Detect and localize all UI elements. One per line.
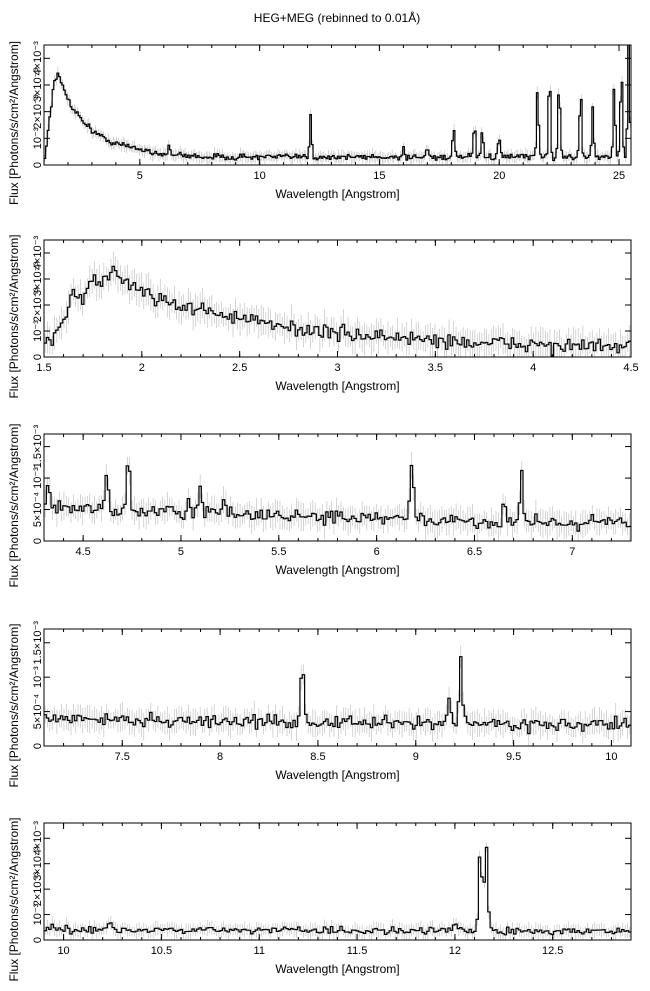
- plot-frame: [43, 44, 632, 166]
- x-axis: 10 10.5 11 11.5 12 12.5: [43, 823, 632, 957]
- y-axis-label: Flux [Photons/s/cm²/Angstrom]: [7, 423, 21, 587]
- y-axis-label: Flux [Photons/s/cm²/Angstrom]: [7, 817, 21, 981]
- chart-panel-3: 4.5 5 5.5 6 6.5 7 Wavelength [Angstrom] 0 5×10⁻⁴…: [7, 423, 632, 588]
- x-axis-label: Wavelength [Angstrom]: [275, 187, 399, 201]
- y-tick-label: 10⁻³: [32, 903, 44, 925]
- x-axis: 1.5 2 2.5 3 3.5 4 4.5: [36, 240, 639, 374]
- y-axis: 0 10⁻³2×10⁻³3×10⁻³4×10⁻³: [32, 821, 631, 943]
- x-tick-label: 7: [569, 546, 575, 558]
- y-tick-label: 0: [32, 162, 44, 168]
- x-tick-label: 4.5: [75, 546, 90, 558]
- x-tick-label: 2: [139, 362, 145, 374]
- y-tick-label: 3×10⁻³: [32, 68, 44, 103]
- spectrum-5: [44, 842, 631, 940]
- error-bars: [44, 842, 631, 940]
- y-axis: 0 10⁻³2×10⁻³3×10⁻³4×10⁻³: [32, 41, 631, 168]
- spectrum-2: [44, 251, 631, 357]
- y-tick-label: 0: [32, 743, 44, 749]
- y-axis: 0 5×10⁻⁴ 10⁻³1.5×10⁻³: [32, 621, 631, 749]
- y-axis-label: Flux [Photons/s/cm²/Angstrom]: [7, 623, 21, 787]
- spectrum-4: [44, 645, 631, 746]
- y-tick-label: 2×10⁻³: [32, 872, 44, 907]
- x-axis: 4.5 5 5.5 6 6.5 7: [43, 434, 632, 558]
- y-tick-label: 1.5×10⁻³: [32, 425, 44, 469]
- x-tick-label: 3: [334, 362, 340, 374]
- plot-frame: [43, 822, 632, 941]
- y-axis-label: Flux [Photons/s/cm²/Angstrom]: [7, 41, 21, 205]
- x-tick-label: 1.5: [36, 362, 51, 374]
- chart-panel-4: 7.5 8 8.5 9 9.5 10 Wavelength [Angstrom] 0 5×10⁻…: [7, 621, 632, 788]
- spectrum-3: [44, 451, 631, 541]
- y-tick-label: 3×10⁻³: [32, 846, 44, 881]
- x-axis-label: Wavelength [Angstrom]: [275, 768, 399, 782]
- y-tick-label: 5×10⁻⁴: [32, 694, 44, 730]
- x-tick-label: 5: [178, 546, 184, 558]
- x-tick-label: 3.5: [428, 362, 443, 374]
- spectrum-1: [44, 45, 631, 165]
- y-tick-label: 5×10⁻⁴: [32, 492, 44, 528]
- x-axis-label: Wavelength [Angstrom]: [275, 563, 399, 577]
- x-axis-label: Wavelength [Angstrom]: [275, 379, 399, 393]
- spectrum-line: [44, 265, 631, 357]
- y-axis-label: Flux [Photons/s/cm²/Angstrom]: [7, 234, 21, 398]
- x-tick-label: 15: [373, 170, 385, 182]
- x-tick-label: 12.5: [542, 945, 563, 957]
- x-axis: 7.5 8 8.5 9 9.5 10: [43, 629, 632, 763]
- x-axis-label: Wavelength [Angstrom]: [275, 962, 399, 976]
- x-tick-label: 10: [57, 945, 69, 957]
- figure-title: HEG+MEG (rebinned to 0.01Å): [254, 10, 420, 25]
- x-tick-label: 5: [137, 170, 143, 182]
- x-axis: 5 10 15 20 25: [43, 45, 625, 182]
- y-tick-label: 4×10⁻³: [32, 41, 44, 76]
- x-tick-label: 4.5: [623, 362, 638, 374]
- y-tick-label: 0: [32, 538, 44, 544]
- y-tick-label: 10⁻³: [32, 666, 44, 688]
- x-tick-label: 8: [217, 751, 223, 763]
- spectrum-line: [44, 45, 631, 162]
- x-tick-label: 6.5: [467, 546, 482, 558]
- y-tick-label: 0: [32, 354, 44, 360]
- y-tick-label: 2×10⁻³: [32, 288, 44, 323]
- x-tick-label: 7.5: [115, 751, 130, 763]
- x-tick-label: 11: [254, 945, 265, 957]
- spectrum-line: [44, 846, 631, 936]
- x-tick-label: 2.5: [232, 362, 247, 374]
- x-tick-label: 10.5: [151, 945, 172, 957]
- x-tick-label: 6: [374, 546, 380, 558]
- x-tick-label: 25: [613, 170, 625, 182]
- x-tick-label: 4: [530, 362, 536, 374]
- y-tick-label: 0: [32, 937, 44, 943]
- x-tick-label: 9.5: [506, 751, 521, 763]
- y-axis: 0 5×10⁻⁴ 10⁻³1.5×10⁻³: [32, 425, 631, 544]
- chart-panel-1: 5 10 15 20 25 Wavelength [Angstrom] 0 10⁻³2×10⁻…: [7, 41, 632, 205]
- x-tick-label: 9: [413, 751, 419, 763]
- y-tick-label: 2×10⁻³: [32, 94, 44, 129]
- y-tick-label: 4×10⁻³: [32, 236, 44, 271]
- x-tick-label: 10: [254, 170, 266, 182]
- y-tick-label: 1.5×10⁻³: [32, 621, 44, 665]
- x-tick-label: 10: [605, 751, 617, 763]
- y-tick-label: 10⁻³: [32, 467, 44, 489]
- y-tick-label: 4×10⁻³: [32, 821, 44, 856]
- x-tick-label: 11.5: [347, 945, 368, 957]
- error-bars: [44, 451, 631, 541]
- x-tick-label: 5.5: [271, 546, 286, 558]
- x-tick-label: 20: [493, 170, 505, 182]
- y-axis: 0 10⁻³2×10⁻³3×10⁻³4×10⁻³: [32, 236, 631, 360]
- x-tick-label: 8.5: [310, 751, 325, 763]
- x-tick-label: 12: [449, 945, 461, 957]
- spectrum-line: [44, 464, 631, 532]
- y-tick-label: 10⁻³: [32, 320, 44, 342]
- y-tick-label: 10⁻³: [32, 127, 44, 149]
- error-bars: [44, 645, 631, 746]
- spectrum-line: [44, 656, 631, 735]
- chart-panel-2: 1.5 2 2.5 3 3.5 4 4.5 Wavelength [Angstrom] 0 10⁻…: [7, 234, 639, 398]
- y-tick-label: 3×10⁻³: [32, 262, 44, 297]
- chart-panel-5: 10 10.5 11 11.5 12 12.5 Wavelength [Angstrom] 0…: [7, 817, 632, 982]
